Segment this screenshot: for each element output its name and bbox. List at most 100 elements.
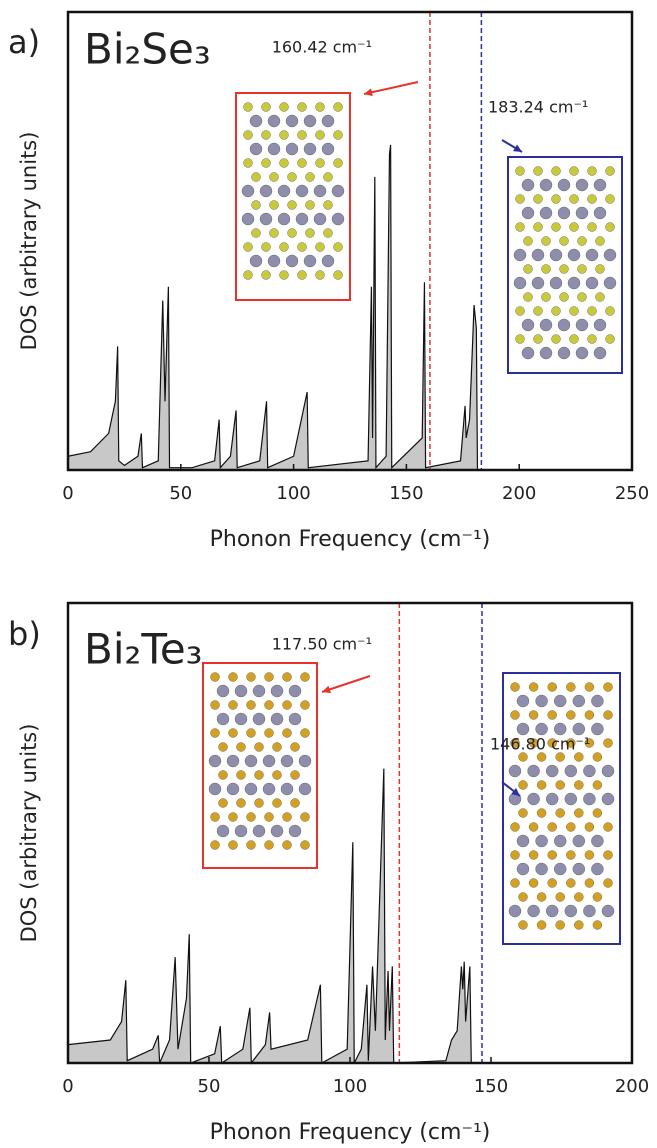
atom	[591, 694, 604, 708]
atom	[515, 166, 525, 176]
atom	[572, 862, 585, 876]
atom	[575, 178, 589, 192]
atom	[536, 892, 547, 902]
atom	[331, 212, 345, 226]
mode-label: 117.50 cm⁻¹	[272, 635, 372, 654]
atom	[566, 878, 576, 888]
atom	[521, 206, 535, 220]
atom	[528, 710, 539, 720]
atom	[290, 742, 300, 752]
atom	[279, 242, 289, 252]
atom	[261, 242, 271, 252]
atom	[592, 892, 603, 902]
atom	[559, 264, 569, 274]
atom	[298, 754, 312, 768]
atom	[243, 102, 253, 112]
atom	[226, 782, 240, 796]
atom	[577, 264, 587, 274]
atom	[333, 270, 343, 280]
atom	[295, 184, 309, 198]
atom	[587, 334, 597, 344]
atom	[246, 672, 256, 682]
atom	[249, 114, 263, 128]
atom	[528, 738, 539, 748]
atom	[210, 840, 220, 850]
atom	[555, 920, 565, 930]
atom	[547, 878, 557, 888]
atom	[593, 346, 607, 360]
atom	[564, 764, 577, 778]
atom	[228, 700, 238, 710]
atom	[547, 710, 557, 720]
atom	[264, 840, 274, 850]
atom	[551, 306, 561, 316]
structure-inset	[502, 672, 621, 945]
atom	[574, 920, 584, 930]
atom	[601, 764, 615, 778]
atom	[287, 172, 297, 182]
atom	[333, 102, 343, 112]
atom	[243, 158, 253, 168]
atom	[584, 738, 595, 748]
atom	[564, 792, 577, 806]
atom	[549, 248, 563, 262]
x-tick-label: 50	[169, 483, 192, 504]
atom	[261, 130, 271, 140]
atom	[566, 682, 576, 692]
atom	[264, 812, 274, 822]
atom	[585, 276, 599, 290]
atom	[527, 904, 540, 918]
atom	[279, 102, 289, 112]
atom	[551, 222, 561, 232]
dos-area	[67, 144, 632, 471]
atom	[592, 808, 603, 818]
panel-title: Bi₂Te₃	[84, 625, 203, 674]
atom	[262, 754, 276, 768]
arrow	[321, 675, 371, 693]
atom	[297, 158, 307, 168]
atom	[577, 292, 587, 302]
atom	[303, 254, 317, 268]
atom	[547, 738, 557, 748]
atom	[285, 114, 299, 128]
atom	[249, 254, 263, 268]
atom	[228, 672, 238, 682]
atom	[287, 200, 297, 210]
atom	[587, 166, 597, 176]
atom	[569, 166, 579, 176]
atom	[297, 270, 307, 280]
atom	[264, 728, 274, 738]
atom	[605, 194, 615, 204]
atom	[533, 222, 543, 232]
atom	[533, 306, 543, 316]
atom	[583, 764, 596, 778]
arrow-head	[322, 685, 331, 694]
atom	[288, 824, 302, 838]
atom	[315, 158, 325, 168]
atom	[523, 236, 533, 246]
atom	[574, 752, 584, 762]
atom	[575, 346, 589, 360]
atom	[241, 184, 255, 198]
atom	[603, 822, 613, 832]
atom	[516, 862, 530, 876]
atom	[569, 222, 579, 232]
atom	[270, 824, 284, 838]
atom	[603, 878, 613, 888]
atom	[587, 222, 597, 232]
atom	[313, 184, 327, 198]
atom	[216, 684, 230, 698]
atom	[234, 824, 248, 838]
atom	[518, 808, 528, 818]
atom	[569, 334, 579, 344]
atom	[218, 770, 228, 780]
atom	[321, 254, 335, 268]
atom	[554, 722, 567, 736]
atom	[246, 840, 256, 850]
atom	[267, 254, 281, 268]
atom	[531, 248, 545, 262]
atom	[210, 672, 220, 682]
atom	[592, 920, 603, 930]
atom	[516, 834, 530, 848]
